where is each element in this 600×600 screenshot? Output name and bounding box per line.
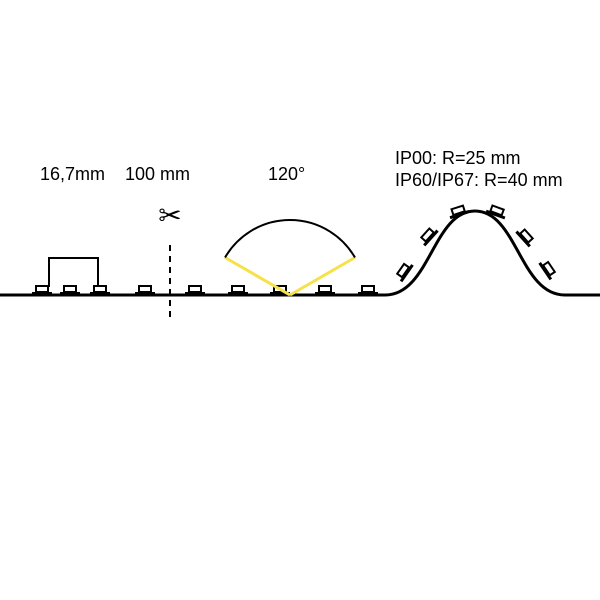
- angle-label: 120°: [268, 164, 305, 184]
- cut-label: 100 mm: [125, 164, 190, 184]
- pitch-label: 16,7mm: [40, 164, 105, 184]
- radius-label-2: IP60/IP67: R=40 mm: [395, 170, 563, 190]
- scissors-icon: ✂: [158, 200, 181, 231]
- radius-label-1: IP00: R=25 mm: [395, 148, 521, 168]
